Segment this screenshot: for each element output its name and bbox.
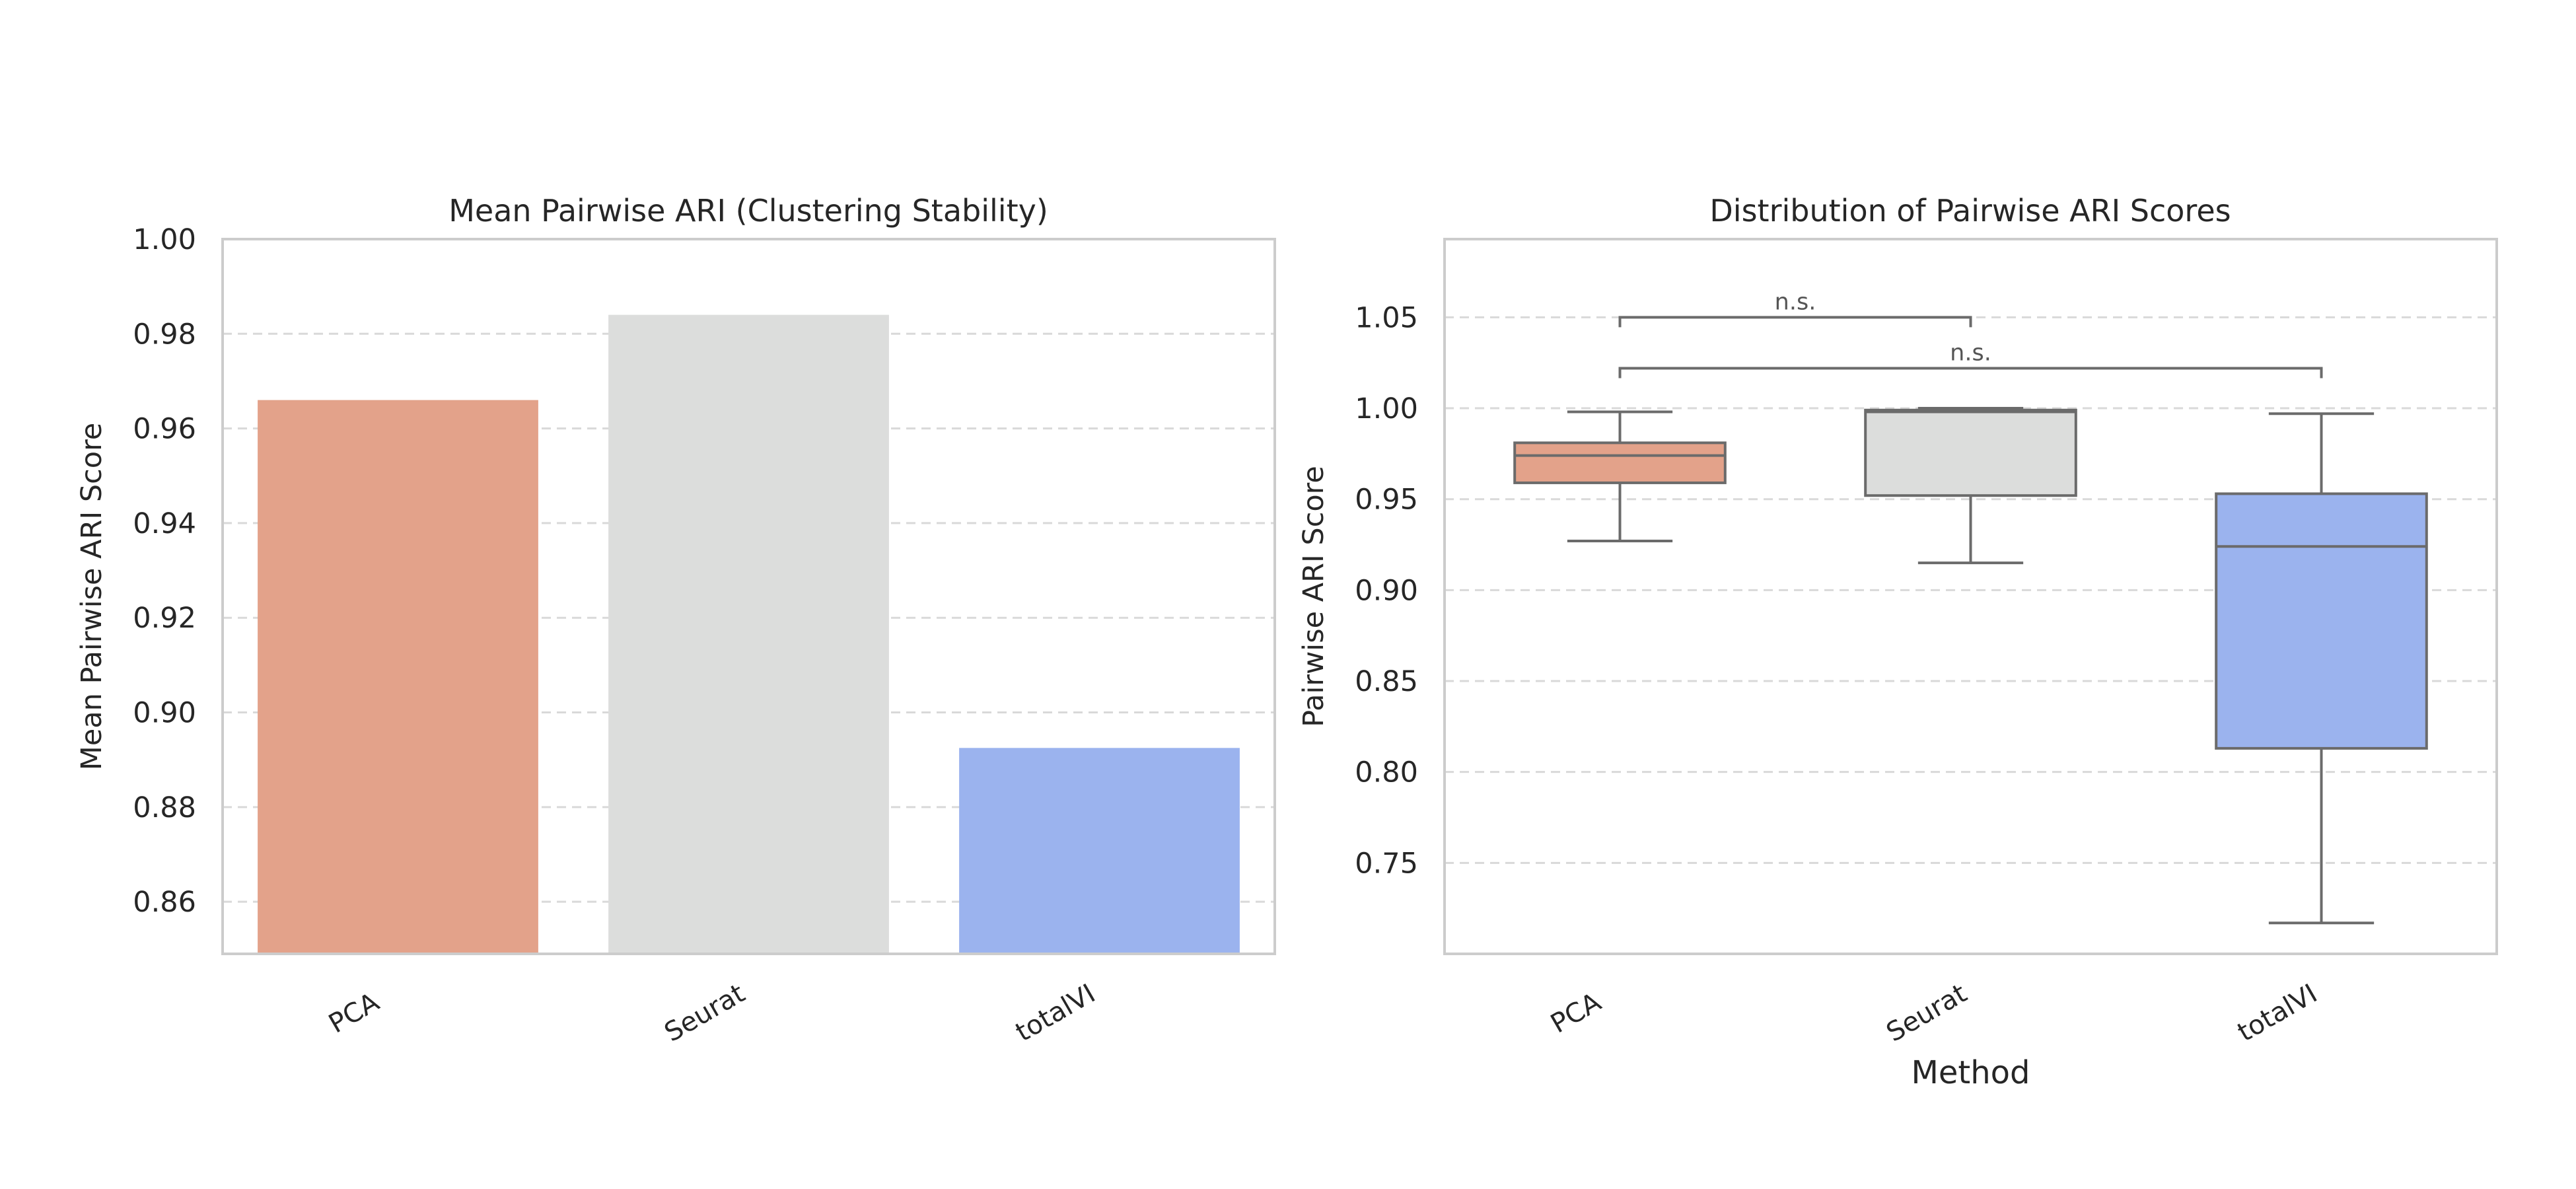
box: [1864, 408, 2077, 497]
plot-frame: [1443, 238, 2498, 955]
bar: [258, 400, 538, 954]
y-tick-label: 1.05: [1355, 301, 1418, 334]
plot-frame: [221, 238, 1276, 955]
y-tick-label: 0.75: [1355, 847, 1418, 880]
x-tick-label: PCA: [1546, 987, 1606, 1040]
chart-title: Distribution of Pairwise ARI Scores: [1709, 193, 2231, 229]
y-tick-label: 0.85: [1355, 665, 1418, 698]
bar-chart-panel: 0.86 0.88 0.90 0.92 0.94 0.96 0.98 1.00 Mean Pai…: [75, 193, 1276, 1048]
y-tick-label: 0.90: [1355, 574, 1418, 607]
x-tick-label: Seurat: [659, 978, 750, 1048]
y-tick-label: 0.96: [133, 413, 196, 446]
y-tick-label: 1.00: [133, 223, 196, 256]
x-tick-label: Seurat: [1881, 978, 1972, 1048]
y-tick-label: 0.95: [1355, 484, 1418, 517]
y-tick-label: 0.80: [1355, 756, 1418, 789]
y-tick-label: 0.92: [133, 602, 196, 635]
box: [2215, 492, 2428, 750]
significance-label: n.s.: [1775, 289, 1816, 315]
box-plot-panel: 0.75 0.80 0.85 0.90 0.95 1.00 1.05 Distribution…: [1297, 193, 2498, 1091]
chart-title: Mean Pairwise ARI (Clustering Stability): [448, 193, 1048, 229]
y-axis-label: Mean Pairwise ARI Score: [75, 423, 108, 771]
x-axis-label: Method: [1911, 1054, 2030, 1091]
box: [1513, 441, 1727, 484]
y-tick-label: 0.98: [133, 318, 196, 351]
y-tick-label: 1.00: [1355, 392, 1418, 425]
x-tick-label: totalVI: [2233, 978, 2322, 1048]
y-tick-label: 0.88: [133, 791, 196, 824]
y-tick-label: 0.94: [133, 507, 196, 540]
y-tick-label: 0.86: [133, 886, 196, 919]
significance-label: n.s.: [1950, 340, 1991, 366]
bar: [959, 748, 1240, 954]
bar: [608, 314, 889, 954]
significance-bracket: [1618, 367, 2323, 378]
y-axis-label: Pairwise ARI Score: [1297, 466, 1330, 727]
x-tick-label: PCA: [324, 987, 384, 1040]
y-tick-label: 0.90: [133, 697, 196, 730]
x-tick-label: totalVI: [1011, 978, 1100, 1048]
significance-bracket: [1618, 316, 1972, 328]
